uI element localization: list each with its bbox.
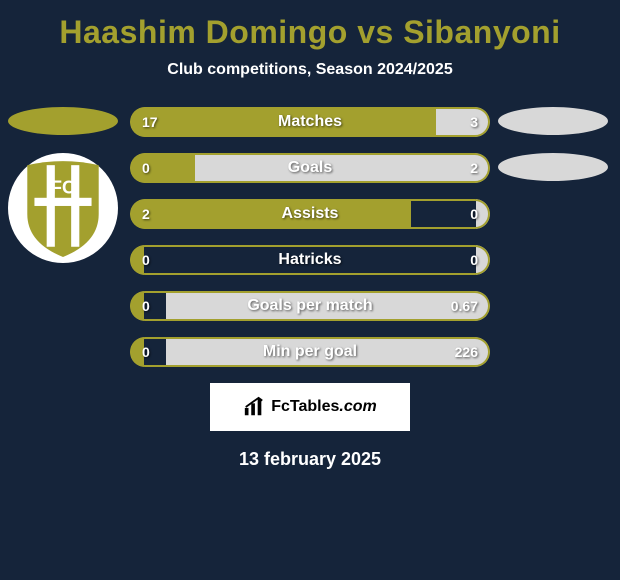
bar-label: Goals per match xyxy=(130,291,490,321)
right-player-col xyxy=(495,107,610,199)
bar-label: Min per goal xyxy=(130,337,490,367)
left-player-col: FC xyxy=(5,107,120,263)
bar-label: Goals xyxy=(130,153,490,183)
stat-bar: Hatricks0 0 xyxy=(130,245,490,275)
bar-value-right: 3 xyxy=(470,107,478,137)
bar-value-right: 0 xyxy=(470,245,478,275)
stat-bar: Matches17 3 xyxy=(130,107,490,137)
bar-value-left: 17 xyxy=(142,107,158,137)
bar-value-left: 0 xyxy=(142,337,150,367)
stat-bar: Min per goal0 226 xyxy=(130,337,490,367)
team-oval-right-2 xyxy=(498,153,608,181)
bar-value-left: 2 xyxy=(142,199,150,229)
page-title: Haashim Domingo vs Sibanyoni xyxy=(0,0,620,51)
bar-value-left: 0 xyxy=(142,245,150,275)
bar-value-right: 0 xyxy=(470,199,478,229)
fctables-logo: FcTables.com xyxy=(210,383,410,431)
stat-bars: Matches173Goals02Assists20Hatricks00Goal… xyxy=(130,107,490,367)
team-oval-left xyxy=(8,107,118,135)
bar-label: Matches xyxy=(130,107,490,137)
bar-value-right: 226 xyxy=(455,337,478,367)
svg-text:FC: FC xyxy=(50,177,74,198)
bar-value-right: 0.67 xyxy=(451,291,478,321)
stat-bar: Goals per match0 0.67 xyxy=(130,291,490,321)
chart-icon xyxy=(243,396,265,418)
shield-icon: FC xyxy=(22,157,104,259)
bar-value-right: 2 xyxy=(470,153,478,183)
comparison-card: Haashim Domingo vs Sibanyoni Club compet… xyxy=(0,0,620,580)
subtitle: Club competitions, Season 2024/2025 xyxy=(0,61,620,79)
bar-value-left: 0 xyxy=(142,291,150,321)
logo-text: FcTables.com xyxy=(271,398,377,416)
stat-bar: Assists2 0 xyxy=(130,199,490,229)
team-oval-right-1 xyxy=(498,107,608,135)
bar-value-left: 0 xyxy=(142,153,150,183)
bar-label: Hatricks xyxy=(130,245,490,275)
main-area: FC Matches173Goals02Assists20Hatricks00G… xyxy=(0,107,620,470)
stat-bar: Goals0 2 xyxy=(130,153,490,183)
team-crest-left: FC xyxy=(8,153,118,263)
date-label: 13 february 2025 xyxy=(0,449,620,470)
bar-label: Assists xyxy=(130,199,490,229)
